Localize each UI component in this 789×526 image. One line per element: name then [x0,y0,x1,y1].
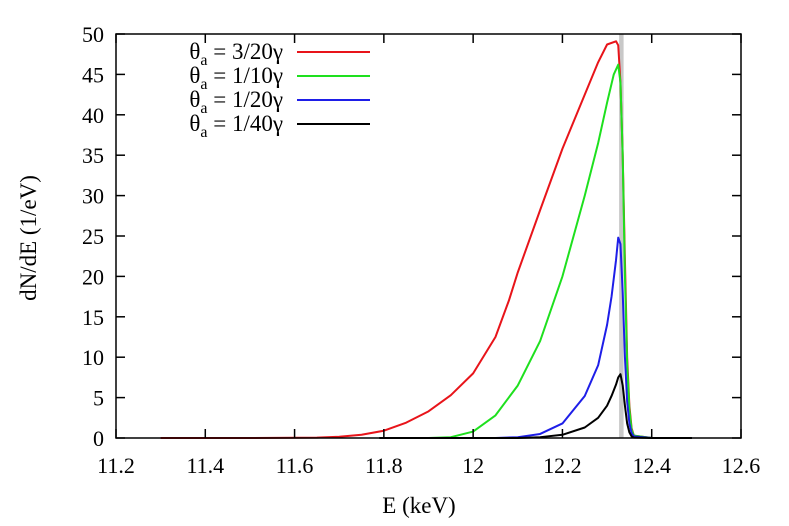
x-tick-label: 11.4 [186,453,224,478]
x-ticks: 11.2 11.4 11.6 11.8 12 12.2 12.4 12.6 [97,34,760,478]
y-tick-label: 25 [82,224,104,249]
legend-entry-label: θa = 3/20γ [189,39,283,69]
y-tick-label: 40 [82,103,104,128]
highlight-band-layer [619,34,624,438]
y-ticks: 0 5 10 15 20 25 30 35 40 45 50 [82,22,741,451]
y-tick-label: 10 [82,345,104,370]
highlight-band [619,34,624,438]
series-layer [160,40,692,439]
series-line-3 [379,236,692,439]
legend-entry-label: θa = 1/10γ [189,63,283,93]
y-tick-label: 5 [93,386,104,411]
y-tick-label: 45 [82,62,104,87]
x-tick-label: 12.2 [543,453,582,478]
series-line-4 [379,373,692,439]
x-tick-label: 11.6 [276,453,314,478]
x-tick-label: 11.2 [97,453,135,478]
y-tick-label: 35 [82,143,104,168]
y-tick-label: 0 [93,426,104,451]
y-axis-label: dN/dE (1/eV) [16,175,41,301]
y-tick-label: 30 [82,184,104,209]
y-tick-label: 20 [82,264,104,289]
y-tick-label: 50 [82,22,104,47]
x-tick-label: 12.4 [632,453,671,478]
x-axis-label: E (keV) [382,493,455,518]
legend-entry-label: θa = 1/40γ [189,111,283,141]
legend-entry-label: θa = 1/20γ [189,87,283,117]
x-tick-label: 11.8 [365,453,403,478]
x-tick-label: 12.6 [722,453,761,478]
x-tick-label: 12 [462,453,484,478]
y-tick-label: 15 [82,305,104,330]
series-line-2 [379,63,692,439]
